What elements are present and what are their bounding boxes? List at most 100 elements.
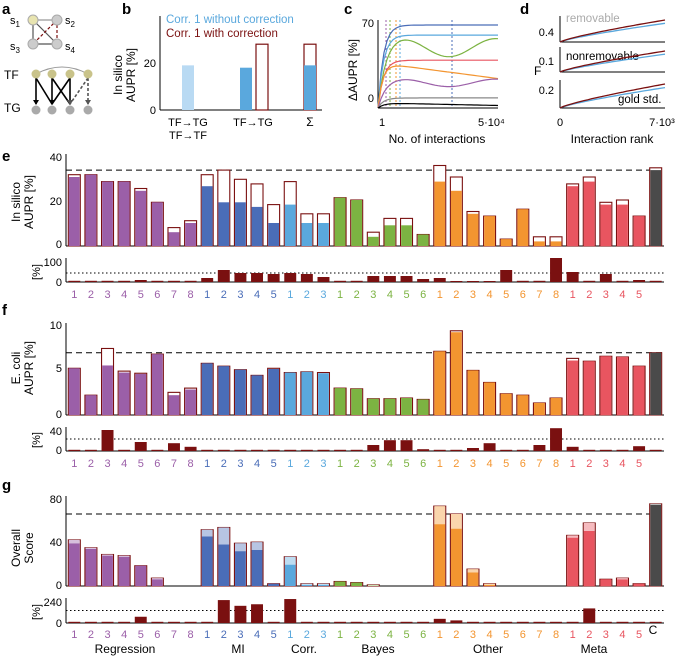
panel-e-improve-ytick-100: 100 xyxy=(44,257,62,269)
bar-gain-shade xyxy=(367,584,379,586)
method-tick: 2 xyxy=(453,289,459,301)
panel-e-ylabel: In silicoAUPR [%] xyxy=(9,175,36,229)
method-tick: 1 xyxy=(570,289,576,301)
bar-without-correction xyxy=(567,360,579,415)
method-tick: 1 xyxy=(437,458,443,470)
improvement-bar xyxy=(400,276,413,282)
bar-without-correction xyxy=(85,174,97,246)
bar-without-correction xyxy=(467,213,479,246)
bar-gain-shade xyxy=(68,539,80,544)
improvement-bar xyxy=(533,621,546,623)
bar-without-correction xyxy=(235,551,246,586)
bar-without-correction xyxy=(284,204,296,246)
bar-gain-shade xyxy=(284,556,296,565)
improvement-bar xyxy=(334,280,347,282)
tf-node xyxy=(65,69,75,79)
bar-without-correction xyxy=(102,555,113,586)
improvement-bar xyxy=(417,621,430,623)
method-tick: 8 xyxy=(188,289,194,301)
method-tick: 6 xyxy=(420,458,426,470)
improvement-bar xyxy=(300,621,313,623)
node-s4-label: s4 xyxy=(65,41,76,55)
bar-without-correction xyxy=(600,204,612,246)
method-tick: 4 xyxy=(121,458,127,470)
method-tick: 2 xyxy=(453,458,459,470)
method-tick: 1 xyxy=(71,289,77,301)
method-tick: 3 xyxy=(603,458,609,470)
improvement-bar xyxy=(251,449,264,451)
curve xyxy=(377,78,498,109)
panel-c-ylabel: ΔAUPR [%] xyxy=(346,39,360,101)
panel-b-xlabel-1b: TF→TF xyxy=(169,130,207,142)
method-tick: 6 xyxy=(154,629,160,641)
method-tick: 7 xyxy=(536,289,542,301)
improvement-bar xyxy=(118,449,131,451)
method-tick: 5 xyxy=(636,629,642,641)
group-label-other: Other xyxy=(473,642,503,656)
improvement-bar xyxy=(400,440,413,451)
panel-b-xlabel-2: TF→TG xyxy=(233,117,273,129)
improvement-bar xyxy=(284,599,297,623)
curve xyxy=(377,34,498,109)
bar-gain-shade xyxy=(251,542,263,550)
method-tick: 2 xyxy=(586,289,592,301)
method-tick: 5 xyxy=(636,458,642,470)
improvement-bar xyxy=(483,443,496,451)
bar-gain-shade xyxy=(450,514,462,529)
method-tick: 3 xyxy=(104,629,110,641)
improvement-bar xyxy=(500,270,513,282)
method-tick: 5 xyxy=(403,458,409,470)
method-tick: 1 xyxy=(437,289,443,301)
arrow-head xyxy=(33,100,39,105)
improvement-bar xyxy=(134,442,147,451)
bar-gain-shade xyxy=(318,583,329,585)
bar-without-correction xyxy=(304,65,316,110)
group-labels: Regression MI Corr. Bayes Other Meta C xyxy=(95,623,658,656)
improvement-bar xyxy=(350,621,363,623)
improvement-bar xyxy=(84,621,97,623)
improvement-bar xyxy=(466,621,479,623)
method-tick: 3 xyxy=(370,629,376,641)
panel-f-improve-ytick-0: 0 xyxy=(56,445,62,457)
bar-without-correction xyxy=(251,375,263,415)
method-tick: 5 xyxy=(403,629,409,641)
method-tick: 1 xyxy=(570,458,576,470)
panel-g-improve-ytick-0: 0 xyxy=(56,618,62,630)
bar-without-correction xyxy=(301,223,313,246)
bar-without-correction xyxy=(583,361,595,415)
node-s1 xyxy=(27,14,39,26)
bar-without-correction xyxy=(240,67,252,110)
method-tick: 1 xyxy=(71,458,77,470)
panel-g-improve-ytick-240: 240 xyxy=(44,597,62,609)
method-tick: 2 xyxy=(221,289,227,301)
panel-d-ytick-3: 0.2 xyxy=(539,85,554,97)
bar-without-correction xyxy=(401,398,412,415)
panel-g-label: g xyxy=(2,477,11,494)
edge-s2-s3 xyxy=(32,19,58,45)
method-tick: 4 xyxy=(619,458,625,470)
bar-without-correction xyxy=(351,200,363,246)
node-s1-label: s1 xyxy=(10,15,21,29)
improvement-bar xyxy=(417,449,430,451)
improvement-bar xyxy=(599,621,612,623)
panel-e-improve-ytick-0: 0 xyxy=(56,277,62,289)
tf-tf-edge xyxy=(35,66,89,75)
improvement-bar xyxy=(649,449,662,451)
method-tick: 4 xyxy=(387,629,393,641)
panel-f-label: f xyxy=(2,302,8,319)
method-tick: 1 xyxy=(337,458,343,470)
bar-without-correction xyxy=(301,371,313,415)
bar-without-correction xyxy=(182,65,194,110)
method-tick: 7 xyxy=(536,629,542,641)
method-tick: 6 xyxy=(420,289,426,301)
improvement-bar xyxy=(566,621,579,623)
node-s2 xyxy=(51,14,63,26)
improvement-bar xyxy=(633,621,646,623)
panel-e-improve-ylabel: [%] xyxy=(31,264,43,280)
panel-c: c ΔAUPR [%] 70 0 1 5·10⁴ No. of interact… xyxy=(344,1,505,146)
improvement-bar xyxy=(350,449,363,451)
panel-g-improve-ylabel: [%] xyxy=(31,604,43,620)
bar-without-correction xyxy=(484,382,495,415)
bar-without-correction xyxy=(450,528,462,586)
panel-g-ytick-80: 80 xyxy=(50,494,62,506)
